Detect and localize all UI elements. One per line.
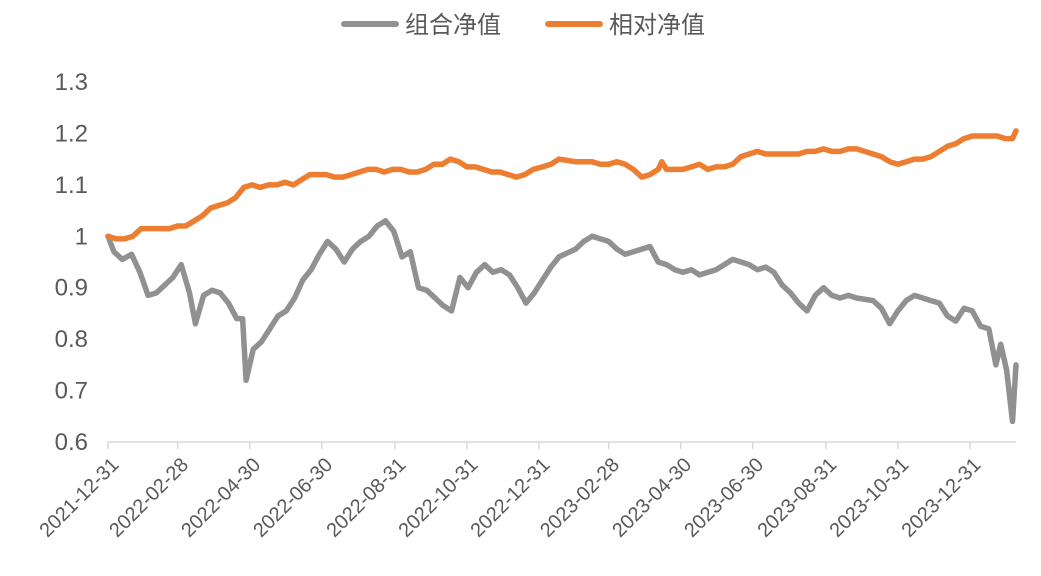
- y-axis-ticks: 0.6 0.7 0.8 0.9 1 1.1 1.2 1.3: [55, 69, 88, 456]
- series-layer: [105, 128, 1019, 425]
- y-tick-label: 0.8: [55, 326, 88, 353]
- legend-label-0: 组合净值: [405, 11, 501, 39]
- legend-label-1: 相对净值: [609, 11, 705, 39]
- y-tick-label: 1.2: [55, 120, 88, 147]
- y-tick-label: 1: [75, 223, 88, 250]
- x-axis-ticks: 2021-12-312022-02-282022-04-302022-06-30…: [36, 442, 985, 542]
- y-tick-label: 1.3: [55, 69, 88, 96]
- y-tick-label: 1.1: [55, 172, 88, 199]
- legend: 组合净值 相对净值: [341, 11, 705, 39]
- y-tick-label: 0.7: [55, 378, 88, 405]
- series-line-0: [105, 218, 1019, 425]
- y-tick-label: 0.9: [55, 275, 88, 302]
- y-tick-label: 0.6: [55, 429, 88, 456]
- series-line-1: [105, 128, 1019, 242]
